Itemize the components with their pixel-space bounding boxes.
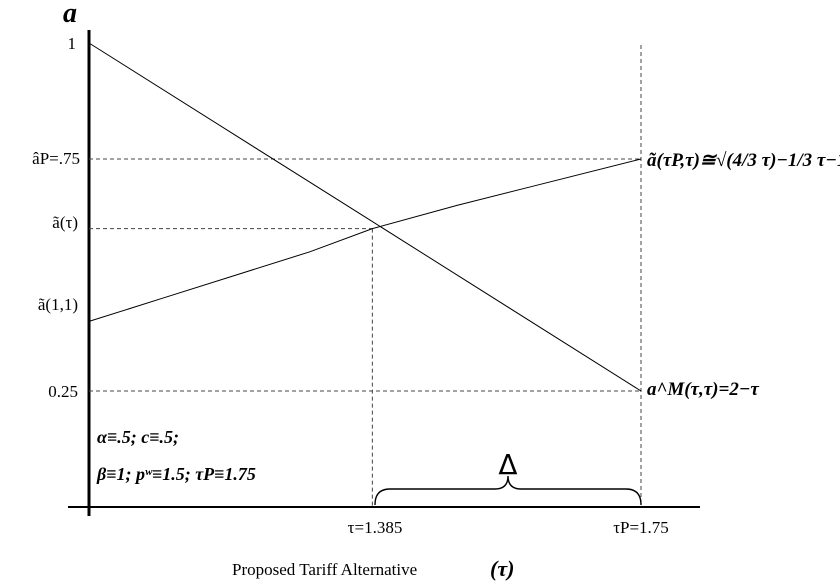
y-tick-a11: ã(1,1) [38, 295, 78, 314]
params-line-2: β≡1; pʷ≡1.5; τP≡1.75 [96, 464, 256, 484]
y-tick-025: 0.25 [48, 382, 78, 401]
x-axis-symbol: (τ) [490, 556, 514, 581]
y-tick-labels: 1 âP=.75 ã(τ) ã(1,1) 0.25 [32, 34, 80, 401]
y-tick-ap: âP=.75 [32, 149, 80, 168]
series-atilde-label: ã(τP,τ)≅√(4/3 τ)−1/3 τ−1 [647, 150, 840, 171]
series-atilde-line [88, 158, 642, 322]
y-tick-1: 1 [68, 34, 77, 53]
params-line-1: α≡.5; c≡.5; [97, 427, 179, 447]
y-axis-label: a [63, 0, 77, 29]
x-tick-tau-p: τP=1.75 [613, 518, 669, 537]
delta-brace [374, 475, 642, 506]
series-am-line [88, 42, 642, 392]
guide-lines [89, 45, 642, 507]
y-tick-atau: ã(τ) [52, 213, 78, 232]
delta-label: Δ [498, 448, 517, 481]
x-tick-tau-low: τ=1.385 [348, 518, 403, 537]
x-axis-label: Proposed Tariff Alternative [232, 560, 417, 579]
series-am-label: a^M(τ,τ)=2−τ [647, 379, 759, 400]
